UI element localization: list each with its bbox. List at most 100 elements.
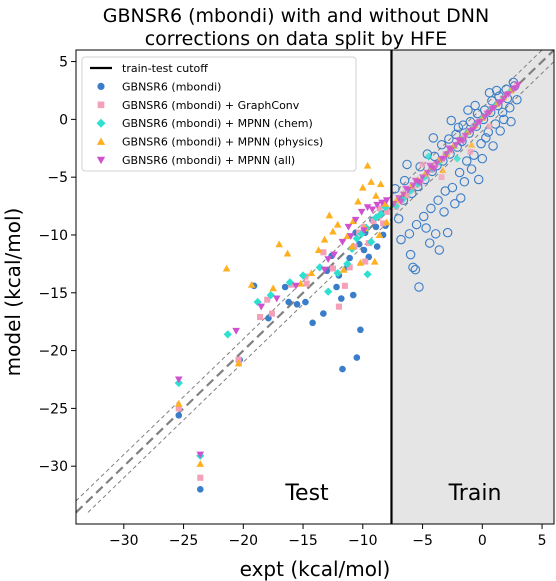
legend-triangle-up-swatch	[96, 137, 106, 145]
series-4-train-point	[467, 141, 476, 148]
x-tick-label: 5	[538, 533, 547, 549]
series-1-train-point	[459, 177, 470, 187]
series-5-train-point	[433, 160, 441, 167]
series-1-train-point	[484, 88, 495, 98]
series-2-train-point	[486, 123, 493, 130]
series-1-train-point	[481, 133, 491, 143]
series-2-test-point	[197, 474, 204, 481]
series-4-train-point	[439, 166, 447, 174]
legend-label: GBNSR6 (mbondi) + MPNN (physics)	[122, 136, 323, 149]
series-5-test-point	[360, 227, 368, 235]
series-5-train-point	[423, 169, 431, 177]
series-4-test-point	[174, 399, 183, 407]
series-4-test-point	[196, 460, 205, 467]
series-1-train-point	[405, 249, 416, 260]
legend-square-swatch	[97, 101, 105, 109]
series-5-train-point	[497, 99, 505, 106]
series-5-train-point	[488, 106, 496, 113]
series-1-test-point	[346, 254, 353, 262]
series-1-train-point	[476, 138, 486, 149]
series-4-test-point	[356, 258, 365, 266]
series-1-test-point	[320, 310, 327, 317]
y-tick-label: −10	[38, 228, 68, 244]
series-1-test-point	[302, 298, 309, 306]
series-1-train-point	[446, 115, 456, 126]
series-3-test-point	[343, 259, 352, 269]
series-1-train-point	[497, 107, 508, 118]
series-1-train-point	[442, 227, 453, 238]
x-tick-label: −10	[348, 533, 378, 549]
series-1-test-point	[333, 283, 340, 291]
y-tick-label: −15	[38, 286, 68, 302]
series-5-train-point	[411, 177, 419, 185]
series-2-test-point	[341, 282, 348, 289]
series-1-train-point	[488, 141, 498, 151]
series-3-test-point	[298, 271, 308, 280]
series-4-test-point	[247, 280, 256, 288]
series-1-test-point	[357, 326, 364, 334]
lower-band-line	[87, 61, 555, 513]
y-tick-label: −30	[38, 459, 68, 475]
series-3-test-point	[266, 290, 275, 300]
series-4-test-point	[296, 279, 305, 287]
series-5-train-point	[462, 132, 470, 140]
series-4-test-point	[234, 359, 243, 367]
series-4-test-point	[329, 227, 337, 235]
series-4-test-point	[275, 240, 283, 248]
legend-label: GBNSR6 (mbondi) + GraphConv	[122, 99, 300, 112]
train-region-layer	[391, 50, 554, 524]
series-1-train-point	[421, 223, 431, 233]
train-region	[391, 50, 554, 524]
series-3-test-point	[333, 269, 342, 278]
y-tick-label: −25	[38, 401, 68, 417]
series-4-test-point	[333, 220, 342, 228]
x-tick-label: −30	[109, 533, 139, 549]
legend-triangle-down-swatch	[96, 156, 106, 165]
series-1-train-point	[414, 282, 424, 292]
series-1-train-point	[512, 94, 522, 105]
x-tick-label: −20	[229, 533, 259, 549]
series-1-test-point	[196, 486, 204, 493]
series-1-test-point	[355, 240, 363, 248]
series-1-test-point	[372, 223, 380, 231]
series-1-test-point	[285, 298, 293, 306]
series-5-test-point	[357, 208, 366, 216]
series-3-test-point	[324, 287, 333, 296]
series-1-train-point	[408, 262, 418, 273]
series-1-train-point	[430, 229, 441, 239]
series-5-train-point	[483, 110, 491, 118]
series-1-train-point	[456, 193, 466, 203]
series-1-test-point	[360, 246, 368, 254]
series-5-test-point	[382, 197, 391, 205]
x-tick-label: −15	[288, 533, 318, 549]
series-5-train-point	[409, 182, 417, 189]
series-5-test-point	[196, 451, 205, 459]
series-5-test-point	[292, 282, 300, 290]
series-4-test-point	[307, 269, 316, 277]
series-5-test-point	[272, 295, 281, 303]
series-2-train-point	[419, 161, 426, 168]
series-5-train-point	[473, 119, 482, 127]
series-4-test-point	[382, 218, 391, 226]
series-2-test-point	[256, 314, 264, 321]
series-4-test-point	[222, 264, 231, 272]
series-1-train-point	[499, 114, 509, 125]
series-1-train-point	[505, 103, 515, 113]
series-3-test-point	[352, 234, 361, 243]
series-1-train-point	[470, 100, 480, 111]
series-5-train-point	[445, 145, 453, 152]
series-5-test-point	[330, 251, 338, 259]
series-5-train-point	[514, 81, 522, 89]
series-1-test-point	[373, 243, 381, 250]
legend: train-test cutoff GBNSR6 (mbondi) GBNSR6 (…	[81, 56, 357, 172]
series-5-test-point	[373, 201, 381, 209]
series-1-test-point	[293, 301, 301, 308]
series-5-train-point	[452, 141, 460, 149]
series-1-train-point	[465, 116, 476, 127]
series-4-test-point	[269, 284, 277, 292]
series-1-train-point	[469, 150, 479, 160]
series-5-train-point	[440, 155, 448, 163]
test-region-label: Test	[284, 481, 329, 506]
y-axis-label: model (kcal/mol)	[1, 208, 25, 377]
series-1-train-point	[462, 156, 472, 166]
